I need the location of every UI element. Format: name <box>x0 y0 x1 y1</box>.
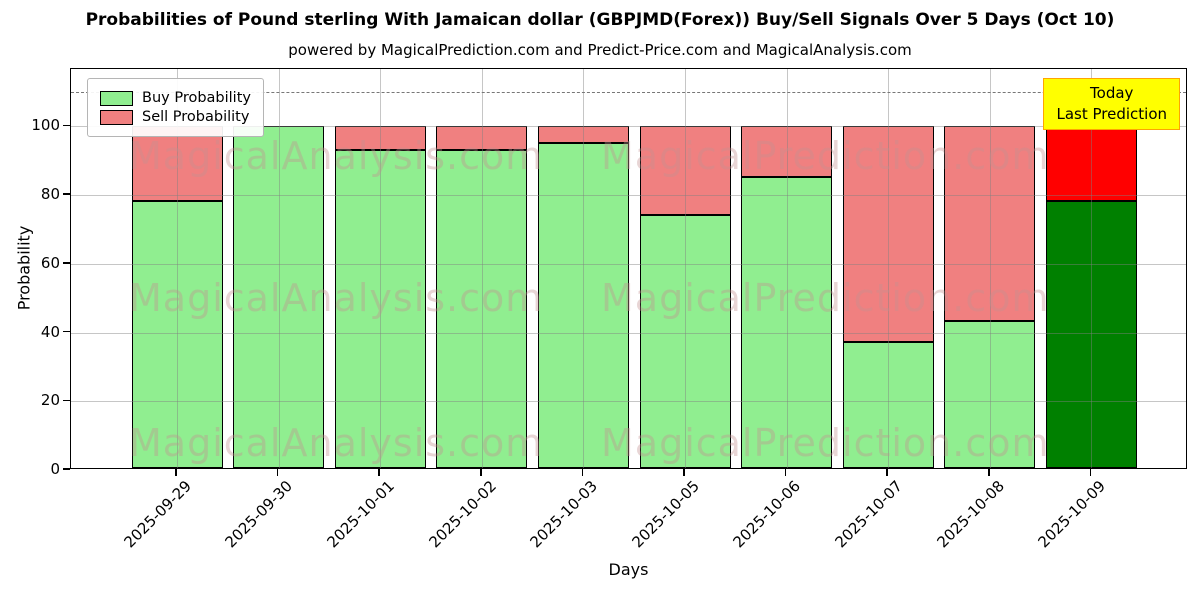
x-tick-mark-2025-10-01 <box>378 469 380 476</box>
x-tick-mark-2025-10-02 <box>480 469 482 476</box>
bar-sell-2025-10-06 <box>741 126 833 178</box>
y-tick-mark-20 <box>63 399 70 402</box>
x-tick-label-2025-09-29: 2025-09-29 <box>120 477 195 552</box>
gridline-x-2025-09-30 <box>278 69 280 468</box>
x-tick-label-2025-10-02: 2025-10-02 <box>425 477 500 552</box>
watermark-magicalprediction: MagicalPrediction.com <box>601 276 1050 320</box>
y-tick-label-40: 40 <box>40 322 60 341</box>
gridline-x-2025-10-05 <box>685 69 686 468</box>
legend-item-sell: Sell Probability <box>100 109 251 125</box>
y-tick-mark-80 <box>63 193 70 195</box>
x-tick-label-2025-10-01: 2025-10-01 <box>323 477 398 552</box>
y-tick-mark-40 <box>63 330 70 333</box>
y-tick-mark-100 <box>63 124 70 127</box>
bar-sell-2025-10-09 <box>1045 126 1137 202</box>
gridline-x-2025-10-02 <box>481 69 483 468</box>
bar-buy-2025-10-01 <box>334 150 426 468</box>
legend: Buy Probability Sell Probability <box>87 78 264 137</box>
watermark-magicalprediction: MagicalPrediction.com <box>601 134 1050 178</box>
gridline-x-2025-10-06 <box>786 69 788 468</box>
gridline-y-80 <box>71 195 1186 197</box>
watermark-magicalanalysis: MagicalAnalysis.com <box>129 276 544 320</box>
bar-sell-2025-10-03 <box>537 126 629 144</box>
legend-label-buy: Buy Probability <box>142 90 251 106</box>
x-tick-mark-2025-10-03 <box>581 469 584 476</box>
watermark-magicalanalysis: MagicalAnalysis.com <box>129 134 544 178</box>
gridline-x-2025-10-08 <box>989 69 991 468</box>
gridline-y-100 <box>71 126 1186 128</box>
bar-buy-2025-10-07 <box>842 341 934 468</box>
bar-buy-2025-10-08 <box>944 320 1036 468</box>
bar-sell-2025-10-07 <box>842 126 934 342</box>
bar-buy-2025-10-02 <box>436 150 528 468</box>
y-tick-mark-0 <box>63 468 70 470</box>
x-tick-mark-2025-09-29 <box>175 469 177 476</box>
x-tick-mark-2025-09-30 <box>276 469 279 476</box>
bar-buy-2025-09-30 <box>233 126 325 468</box>
today-annotation-line1: Today <box>1090 84 1134 102</box>
bar-sell-2025-09-29 <box>131 126 223 202</box>
x-tick-label-2025-10-08: 2025-10-08 <box>933 477 1008 552</box>
x-axis-label: Days <box>608 560 649 579</box>
legend-label-sell: Sell Probability <box>142 109 250 125</box>
y-tick-label-60: 60 <box>40 253 60 272</box>
plot-area: Buy Probability Sell Probability Today L… <box>70 68 1187 469</box>
gridline-x-2025-09-29 <box>177 69 178 468</box>
bar-buy-2025-10-05 <box>639 215 731 468</box>
y-tick-mark-60 <box>63 262 70 264</box>
bar-buy-2025-10-09 <box>1045 201 1137 468</box>
watermark-magicalanalysis: MagicalAnalysis.com <box>129 421 544 465</box>
bar-buy-2025-10-06 <box>741 177 833 468</box>
x-tick-label-2025-10-03: 2025-10-03 <box>526 477 602 552</box>
y-tick-label-20: 20 <box>40 391 60 410</box>
bar-sell-2025-10-05 <box>639 126 731 215</box>
x-tick-mark-2025-10-07 <box>886 469 888 476</box>
sell-probability-swatch <box>100 109 133 125</box>
x-tick-label-2025-10-06: 2025-10-06 <box>729 477 805 552</box>
buy-probability-swatch <box>100 90 133 106</box>
x-tick-mark-2025-10-05 <box>683 469 685 476</box>
today-annotation-line2: Last Prediction <box>1056 105 1167 123</box>
y-tick-label-0: 0 <box>50 460 60 478</box>
x-tick-label-2025-10-07: 2025-10-07 <box>831 477 906 552</box>
chart-subtitle: powered by MagicalPrediction.com and Pre… <box>288 41 912 59</box>
x-tick-mark-2025-10-09 <box>1089 469 1092 476</box>
reference-dashed-line <box>71 92 1186 94</box>
x-tick-mark-2025-10-08 <box>988 469 990 476</box>
bar-sell-2025-10-02 <box>436 126 528 151</box>
gridline-x-2025-10-07 <box>888 69 890 468</box>
bar-sell-2025-10-01 <box>334 126 426 151</box>
x-tick-label-2025-10-09: 2025-10-09 <box>1034 477 1110 552</box>
watermark-magicalprediction: MagicalPrediction.com <box>601 421 1050 465</box>
y-tick-label-80: 80 <box>40 185 60 204</box>
x-tick-mark-2025-10-06 <box>784 469 787 476</box>
gridline-y-20 <box>71 401 1186 403</box>
bar-buy-2025-10-03 <box>537 143 629 468</box>
gridline-x-2025-10-09 <box>1091 69 1093 468</box>
gridline-y-60 <box>71 263 1186 265</box>
bar-sell-2025-10-08 <box>944 126 1036 321</box>
gridline-x-2025-10-01 <box>380 69 382 468</box>
legend-item-buy: Buy Probability <box>100 90 251 106</box>
bar-buy-2025-09-29 <box>131 201 223 468</box>
x-tick-label-2025-10-05: 2025-10-05 <box>628 477 703 552</box>
x-tick-label-2025-09-30: 2025-09-30 <box>221 477 297 552</box>
gridline-y-40 <box>71 332 1186 334</box>
today-annotation: Today Last Prediction <box>1043 78 1180 130</box>
chart-title: Probabilities of Pound sterling With Jam… <box>85 10 1115 30</box>
y-tick-label-100: 100 <box>31 116 60 135</box>
gridline-x-2025-10-03 <box>583 69 585 468</box>
